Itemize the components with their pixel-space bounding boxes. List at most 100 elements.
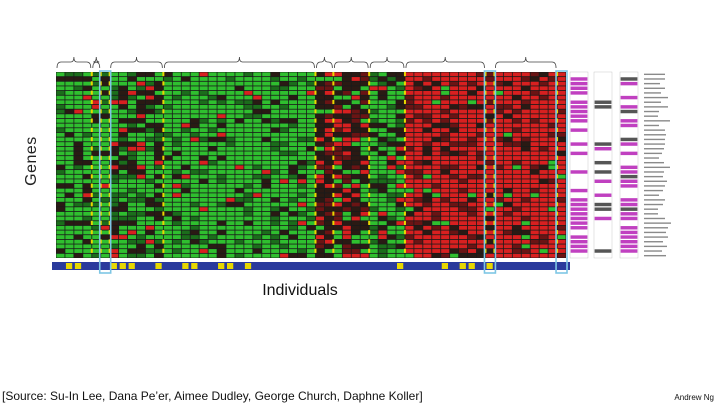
heatmap-cell [253, 123, 262, 128]
heatmap-cell [450, 86, 459, 91]
heatmap-cell [441, 188, 450, 193]
heatmap-cell [548, 235, 557, 239]
heatmap-cell [512, 244, 521, 249]
heatmap-cell [530, 100, 539, 105]
heatmap-cell [145, 91, 155, 95]
heatmap-cell [494, 86, 503, 91]
heatmap-cell [145, 160, 155, 165]
heatmap-cell [306, 235, 316, 239]
heatmap-cell [423, 100, 432, 105]
heatmap-cell [557, 216, 566, 221]
heatmap-cell [262, 81, 271, 86]
group-separator-dash [314, 137, 317, 142]
heatmap-cell [441, 132, 450, 137]
heatmap-cell [476, 230, 486, 235]
annotation-column [619, 71, 639, 259]
group-separator-dash [556, 183, 559, 188]
heatmap-cell [190, 142, 199, 146]
heatmap-cell [512, 77, 521, 81]
heatmap-cell [530, 156, 539, 160]
heatmap-cell [450, 207, 459, 212]
heatmap-cell [351, 174, 360, 179]
group-separator-dash [556, 99, 559, 105]
heatmap-cell [476, 95, 486, 100]
group-separator-dash [368, 183, 371, 188]
heatmap-cell [208, 165, 217, 170]
heatmap-cell [280, 184, 289, 188]
heatmap-cell [441, 244, 450, 249]
heatmap-cell [127, 118, 137, 123]
heatmap-cell [74, 137, 83, 142]
heatmap-cell [253, 72, 262, 77]
heatmap-cell [423, 104, 432, 109]
heatmap-cell [539, 174, 548, 179]
heatmap-cell [199, 81, 208, 86]
heatmap-cell [467, 95, 477, 100]
heatmap-cell [459, 72, 468, 77]
group-separator-dash [403, 248, 406, 253]
heatmap-cell [405, 188, 414, 193]
heatmap-cell [83, 216, 92, 221]
heatmap-cell [494, 81, 503, 86]
heatmap-cell [423, 253, 432, 258]
heatmap-cell [74, 165, 83, 170]
heatmap-cell [56, 132, 65, 137]
heatmap-cell [172, 193, 181, 198]
group-separator-dash [332, 248, 335, 253]
gene-label-mark [644, 185, 665, 187]
heatmap-cell [172, 123, 181, 128]
annotation-cell [620, 253, 638, 258]
heatmap-cell [83, 253, 92, 258]
group-separator-dash [556, 174, 559, 179]
heatmap-cell [512, 165, 521, 170]
heatmap-cell [163, 72, 172, 77]
heatmap-cell [127, 91, 137, 95]
heatmap-cell [127, 179, 137, 184]
heatmap-cell [548, 207, 557, 212]
heatmap-cell [208, 77, 217, 81]
heatmap-cell [145, 77, 155, 81]
heatmap-cell [56, 137, 65, 142]
heatmap-cell [119, 142, 128, 146]
annotation-cell [570, 221, 588, 225]
heatmap-cell [136, 235, 146, 239]
heatmap-cell [235, 170, 244, 174]
heatmap-cell [414, 128, 423, 133]
heatmap-cell [467, 72, 477, 77]
heatmap-cell [110, 137, 119, 142]
heatmap-cell [405, 142, 414, 146]
heatmap-cell [369, 244, 378, 249]
heatmap-cell [74, 118, 83, 123]
heatmap-cell [163, 179, 172, 184]
heatmap-cell [110, 221, 119, 226]
heatmap-cell [136, 156, 146, 160]
heatmap-cell [342, 128, 351, 133]
group-separator-dash [493, 109, 496, 114]
heatmap-cell [199, 253, 208, 258]
heatmap-cell [65, 146, 74, 151]
heatmap-cell [503, 253, 512, 258]
group-separator-dash [90, 127, 93, 132]
heatmap-cell [387, 170, 396, 174]
heatmap-cell [539, 221, 548, 226]
heatmap-cell [110, 249, 119, 253]
heatmap-cell [262, 160, 271, 165]
heatmap-cell [342, 142, 351, 146]
heatmap-cell [369, 72, 378, 77]
heatmap-cell [414, 253, 423, 258]
heatmap-cell [521, 193, 530, 198]
heatmap-cell [145, 230, 155, 235]
heatmap-cell [271, 72, 280, 77]
heatmap-cell [74, 197, 83, 202]
heatmap-cell [467, 104, 477, 109]
heatmap-cell [315, 160, 325, 165]
heatmap-cell [342, 170, 351, 174]
heatmap-cell [557, 188, 566, 193]
heatmap-cell [217, 249, 226, 253]
heatmap-cell [306, 197, 316, 202]
heatmap-cell [145, 174, 155, 179]
group-separator-dash [162, 165, 165, 170]
heatmap-cell [494, 95, 503, 100]
heatmap-cell [333, 137, 342, 142]
annotation-cell [620, 179, 638, 183]
